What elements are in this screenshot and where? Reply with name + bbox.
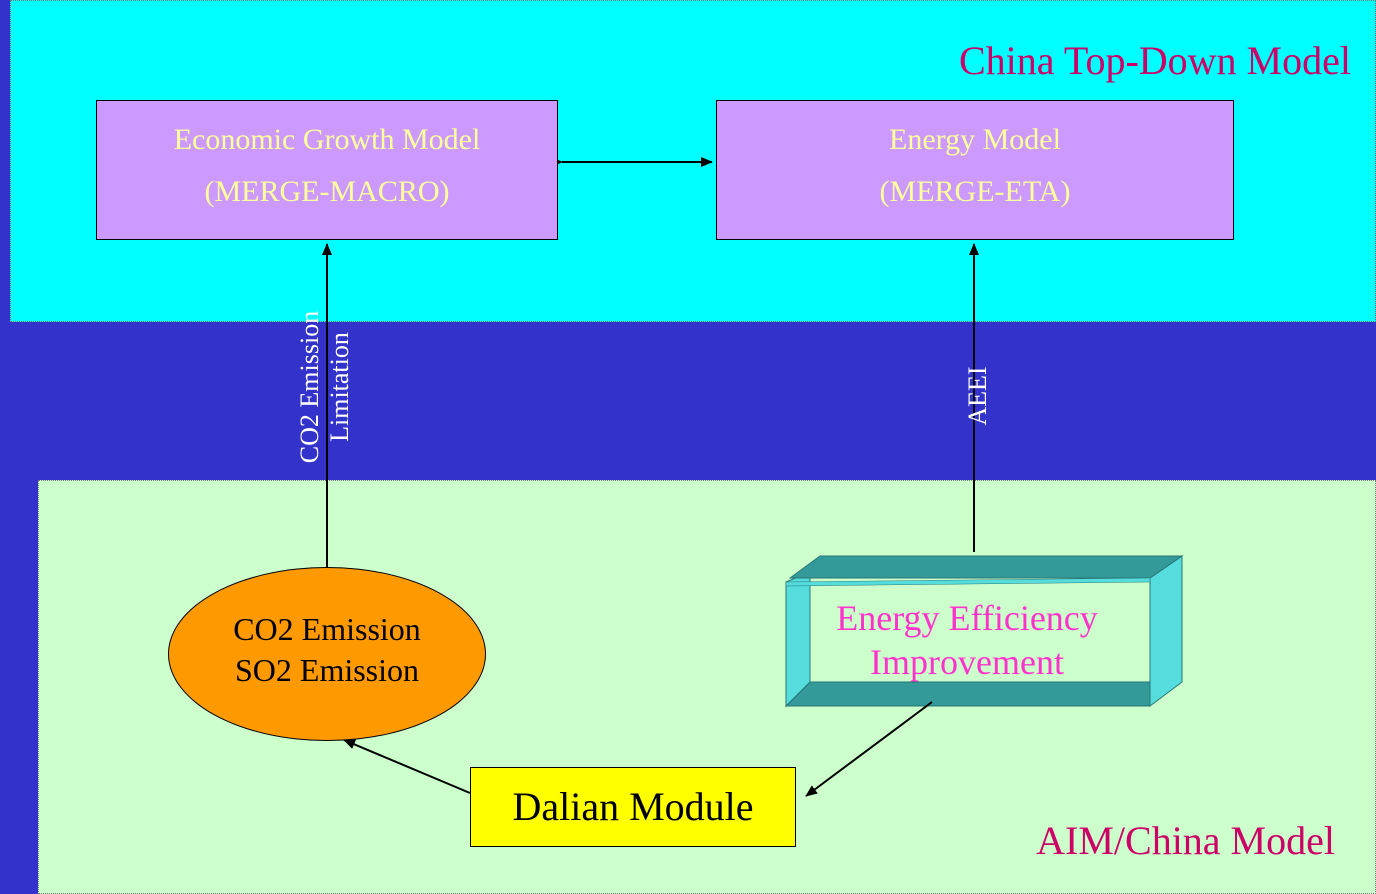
efficiency-frame (784, 555, 1184, 708)
merge-macro-label: (MERGE-MACRO) (204, 175, 450, 208)
energy-model-title: Energy Model (889, 123, 1061, 156)
aim-china-region-title: AIM/China Model (1036, 818, 1335, 863)
economic-growth-model-box: Economic Growth Model (MERGE-MACRO) (96, 100, 558, 240)
co2-limitation-line2: Limitation (325, 332, 354, 442)
aeei-label: AEEI (963, 366, 992, 426)
energy-efficiency-label: Energy Efficiency Improvement (786, 596, 1148, 684)
dalian-module-box: Dalian Module (470, 767, 796, 847)
economic-growth-model-title: Economic Growth Model (173, 123, 481, 156)
merge-eta-label: (MERGE-ETA) (879, 175, 1071, 208)
energy-efficiency-line1: Energy Efficiency (836, 598, 1098, 638)
energy-efficiency-line2: Improvement (870, 642, 1064, 682)
emission-ellipse: CO2 Emission SO2 Emission (168, 567, 486, 741)
co2-emission-label: CO2 Emission (233, 611, 421, 647)
energy-model-box: Energy Model (MERGE-ETA) (716, 100, 1234, 240)
efficiency-to-dalian-arrow (805, 701, 933, 797)
co2-limitation-line1: CO2 Emission (295, 310, 324, 464)
top-down-region-title: China Top-Down Model (959, 38, 1351, 83)
co2-limitation-label: CO2 Emission Limitation (295, 267, 355, 507)
so2-emission-label: SO2 Emission (234, 652, 420, 688)
dalian-to-emission-arrow (343, 739, 471, 794)
